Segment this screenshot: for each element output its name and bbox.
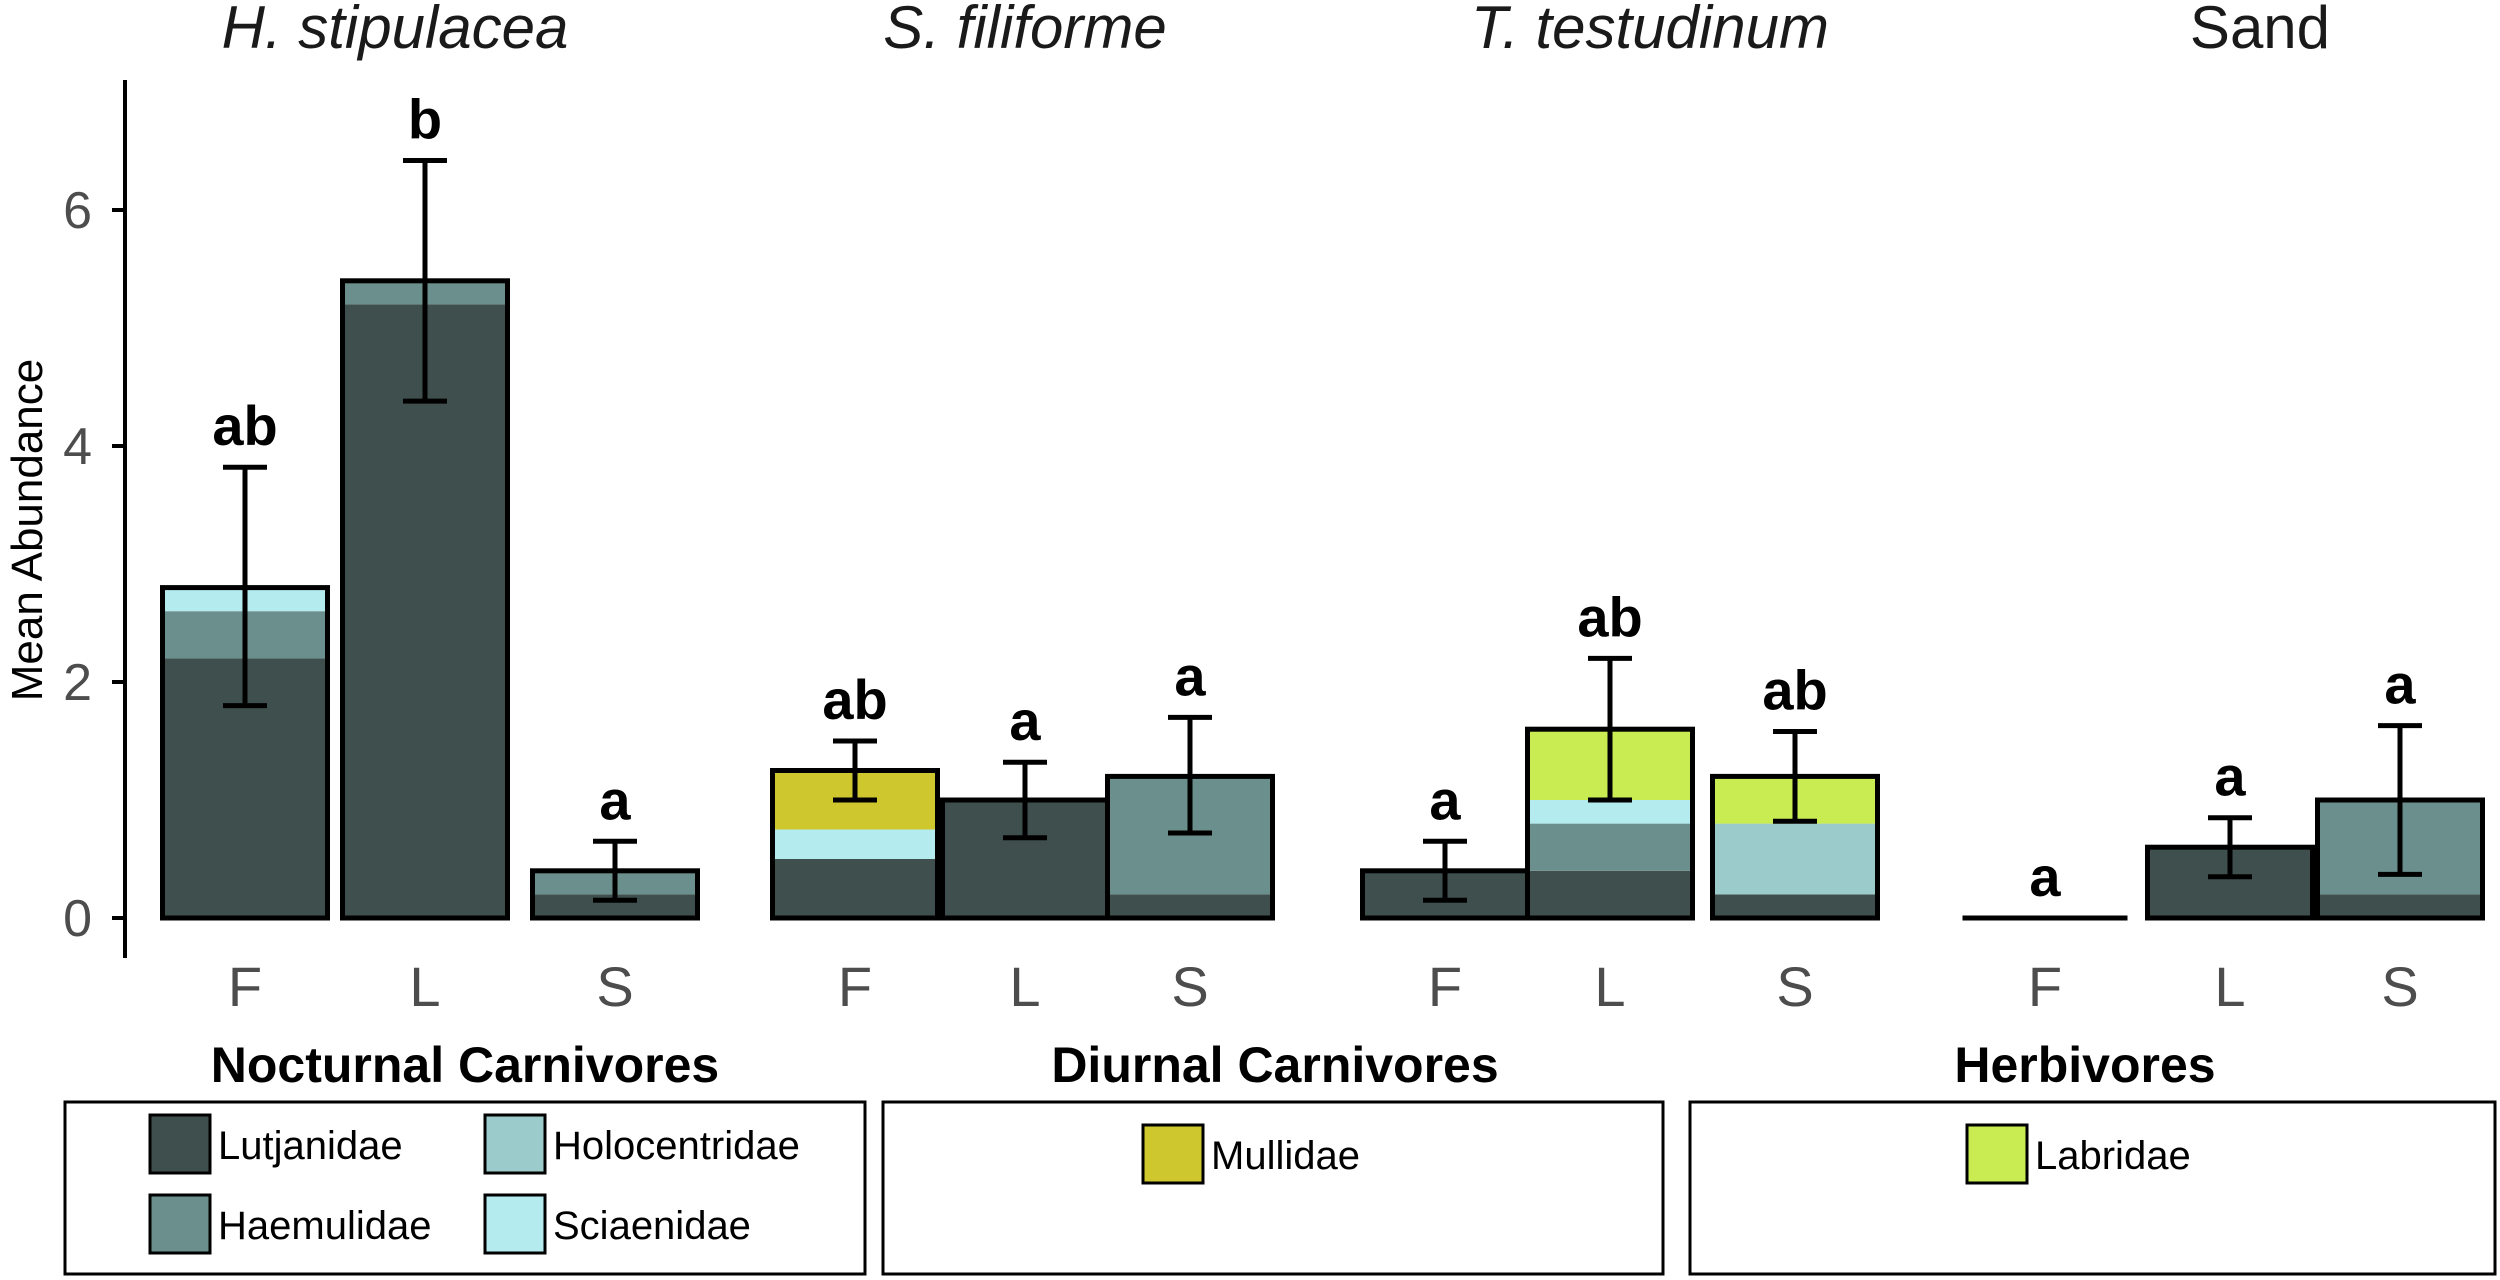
error-bars-layer	[223, 157, 2422, 903]
significance-letter: a	[1429, 768, 1461, 831]
legend-swatch-holocentridae	[483, 1113, 547, 1175]
legend-box	[881, 1100, 1665, 1276]
significance-letter: a	[2029, 845, 2061, 908]
labels-layer: H. stipulacea ab Fb La S S. filiforme ab Fa La S T…	[212, 0, 2418, 1018]
x-tick-label: L	[409, 955, 440, 1018]
legend-swatch-sciaenidae	[483, 1193, 547, 1255]
group-title: Sand	[2190, 0, 2330, 61]
bar-segment-holocentridae	[1712, 823, 1878, 895]
legend-label-haemulidae: Haemulidae	[218, 1204, 431, 1248]
legend-title: Diurnal Carnivores	[1051, 1037, 1498, 1093]
bar-segment-lutjanidae	[772, 859, 938, 918]
x-tick-label: L	[1009, 955, 1040, 1018]
x-tick-label: L	[2214, 955, 2245, 1018]
significance-letter: a	[2214, 745, 2246, 808]
x-tick-label: S	[596, 955, 633, 1018]
significance-letter: ab	[1577, 585, 1642, 648]
significance-letter: a	[599, 768, 631, 831]
significance-letter: a	[1009, 689, 1041, 752]
bar-segment-sciaenidae	[772, 829, 938, 859]
bar-segment-lutjanidae	[1712, 894, 1878, 918]
legend-swatch-mullidae	[1141, 1123, 1205, 1185]
legend-swatch-labridae	[1965, 1123, 2029, 1185]
x-tick-label: F	[228, 955, 262, 1018]
group-title: H. stipulacea	[222, 0, 569, 61]
significance-letter: ab	[212, 394, 277, 457]
x-tick-label: F	[838, 955, 872, 1018]
y-axis-label: Mean Abundance	[3, 359, 52, 702]
bar-segment-lutjanidae	[342, 304, 508, 918]
legend-swatch-lutjanidae	[148, 1113, 212, 1175]
group-title: T. testudinum	[1471, 0, 1829, 61]
bar-segment-sciaenidae	[1527, 800, 1693, 824]
y-tick-label: 4	[63, 418, 92, 476]
y-tick-label: 0	[63, 890, 92, 948]
x-tick-label: F	[2028, 955, 2062, 1018]
bar-segment-haemulidae	[1527, 823, 1693, 871]
axis-layer: 0 2 4 6 Mean Abundance	[3, 80, 127, 958]
x-tick-label: S	[1171, 955, 1208, 1018]
group-title: S. filiforme	[883, 0, 1166, 61]
legend-label-lutjanidae: Lutjanidae	[218, 1124, 403, 1168]
bar-segment-lutjanidae	[1527, 870, 1693, 918]
y-tick-label: 6	[63, 182, 92, 240]
legend-title: Herbivores	[1954, 1037, 2215, 1093]
legend-label-labridae: Labridae	[2035, 1134, 2191, 1178]
significance-letter: b	[408, 87, 442, 150]
legend-label-holocentridae: Holocentridae	[553, 1124, 800, 1168]
significance-letter: ab	[1762, 659, 1827, 722]
bar-segment-lutjanidae	[1107, 894, 1273, 918]
legend-title: Nocturnal Carnivores	[211, 1037, 719, 1093]
x-tick-label: S	[2381, 955, 2418, 1018]
significance-letter: a	[1174, 644, 1206, 707]
significance-letter: ab	[822, 668, 887, 731]
significance-letter: a	[2384, 653, 2416, 716]
legend-label-mullidae: Mullidae	[1211, 1134, 1360, 1178]
legend-label-sciaenidae: Sciaenidae	[553, 1204, 751, 1248]
bar-segment-lutjanidae	[532, 894, 698, 918]
legend-layer: Nocturnal Carnivores Lutjanidae Holocentri…	[63, 1037, 2497, 1276]
legend-swatch-haemulidae	[148, 1193, 212, 1255]
x-tick-label: S	[1776, 955, 1813, 1018]
x-tick-label: F	[1428, 955, 1462, 1018]
y-tick-label: 2	[63, 654, 92, 712]
legend-box	[1688, 1100, 2497, 1276]
bar-segment-lutjanidae	[2317, 894, 2483, 918]
x-tick-label: L	[1594, 955, 1625, 1018]
legend-box	[63, 1100, 867, 1276]
bars-layer	[160, 278, 2485, 921]
